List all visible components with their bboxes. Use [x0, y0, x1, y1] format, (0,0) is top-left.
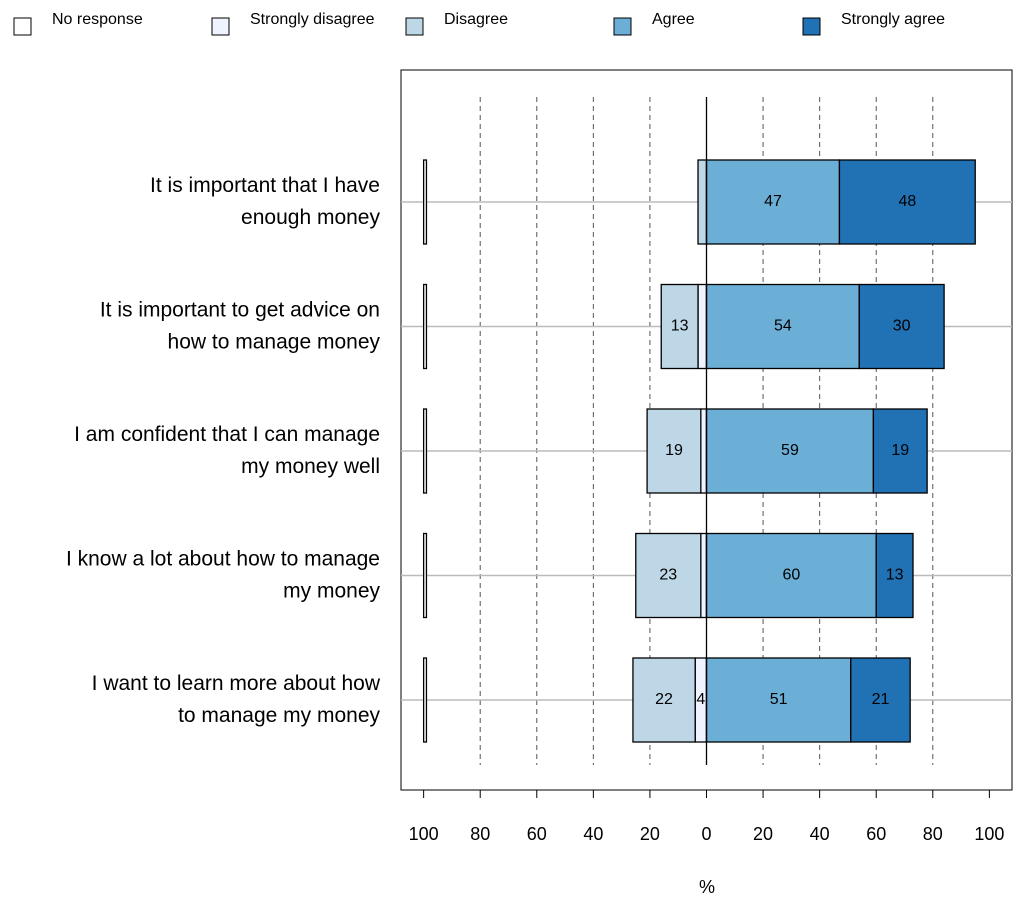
bar-segment	[705, 657, 852, 743]
category-line: I know a lot about how to manage	[66, 547, 380, 570]
bar-segment	[850, 657, 911, 743]
data-label: 30	[893, 318, 911, 335]
x-tick-label: 80	[923, 824, 943, 844]
bar-segment	[705, 532, 877, 619]
legend-label: Disagree	[444, 11, 508, 28]
data-label: 48	[898, 193, 916, 210]
bar-segment	[700, 408, 708, 494]
bar-segment	[872, 408, 928, 494]
data-label: 47	[764, 193, 782, 210]
category-label: It is important that I have enough money	[150, 174, 380, 229]
legend-swatch	[802, 17, 821, 36]
x-tick-label: 20	[753, 824, 773, 844]
x-tick-label: 60	[866, 824, 886, 844]
category-line: I am confident that I can manage	[74, 423, 380, 446]
legend-swatch	[13, 17, 32, 36]
legend-label: Agree	[652, 11, 695, 28]
data-label: 51	[770, 691, 788, 708]
category-line: enough money	[241, 206, 380, 229]
category-label: I am confident that I can manage my money…	[74, 423, 380, 478]
data-label: 60	[782, 567, 800, 584]
x-tick-label: 40	[583, 824, 603, 844]
data-label: 13	[671, 318, 689, 335]
category-label: I want to learn more about how to manage …	[92, 672, 381, 727]
data-label: 19	[891, 442, 909, 459]
x-tick-label: 20	[640, 824, 660, 844]
legend-swatch	[211, 17, 230, 36]
data-label: 13	[886, 567, 904, 584]
bar-segment	[660, 283, 699, 370]
category-line: my money well	[241, 455, 380, 478]
legend-swatch	[613, 17, 632, 36]
x-axis-label: %	[699, 877, 715, 897]
x-tick-label: 100	[409, 824, 439, 844]
bar-segment	[422, 408, 428, 494]
bar-segment	[632, 657, 696, 743]
bar-segment	[697, 283, 708, 370]
legend-label: Strongly disagree	[250, 11, 375, 28]
bar-segment	[705, 283, 860, 370]
data-label: 4	[696, 691, 705, 708]
bar-segment	[858, 283, 945, 370]
bar-segment	[875, 532, 914, 619]
category-line: It is important to get advice on	[100, 298, 380, 321]
bar-segment	[422, 283, 428, 370]
data-label: 23	[659, 567, 677, 584]
category-line: I want to learn more about how	[92, 672, 381, 695]
bar-segment	[697, 159, 708, 245]
data-label: 59	[781, 442, 799, 459]
data-label: 22	[655, 691, 673, 708]
x-tick-label: 40	[810, 824, 830, 844]
category-line: to manage my money	[178, 704, 380, 727]
bar-segment	[700, 532, 708, 619]
bar-segment	[705, 408, 875, 494]
x-tick-label: 80	[470, 824, 490, 844]
data-label: 19	[665, 442, 683, 459]
bar-segment	[422, 657, 428, 743]
bar-segment	[635, 532, 702, 619]
category-label: I know a lot about how to manage my money	[66, 547, 381, 602]
category-line: how to manage money	[168, 330, 381, 353]
x-tick-label: 100	[974, 824, 1004, 844]
legend-label: Strongly agree	[841, 11, 945, 28]
bar-segment	[422, 159, 428, 245]
data-label: 54	[774, 318, 792, 335]
category-label: It is important to get advice on how to m…	[100, 298, 381, 353]
bar-segment	[646, 408, 702, 494]
category-line: It is important that I have	[150, 174, 380, 197]
legend-label: No response	[52, 11, 143, 28]
bar-segment	[422, 532, 428, 619]
data-label: 21	[872, 691, 890, 708]
x-tick-label: 60	[527, 824, 547, 844]
x-tick-label: 0	[701, 824, 711, 844]
category-line: my money	[283, 579, 380, 602]
bar-segment	[838, 159, 976, 245]
legend-swatch	[405, 17, 424, 36]
